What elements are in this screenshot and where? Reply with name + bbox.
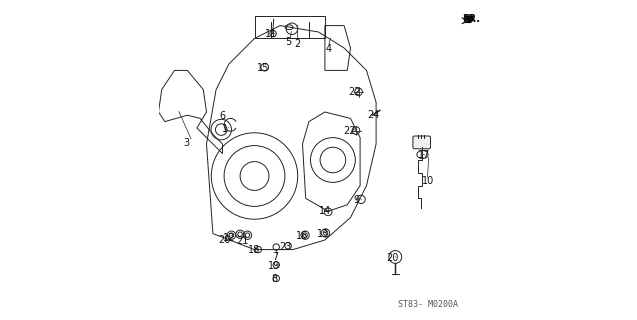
Text: 9: 9	[353, 195, 359, 205]
Text: 13: 13	[317, 229, 329, 239]
Text: 14: 14	[318, 206, 331, 216]
Text: 20: 20	[386, 253, 398, 263]
Text: 3: 3	[183, 138, 190, 148]
Text: 8: 8	[271, 274, 277, 284]
Text: 1: 1	[222, 124, 228, 134]
Text: 2: 2	[294, 39, 301, 49]
Text: 17: 17	[418, 150, 430, 160]
Text: 5: 5	[285, 37, 292, 47]
Text: FR.: FR.	[462, 14, 480, 24]
Text: 6: 6	[219, 111, 225, 122]
Text: 4: 4	[326, 44, 332, 54]
Text: 18: 18	[248, 245, 261, 255]
Text: 10: 10	[422, 176, 434, 187]
Text: 19: 19	[268, 260, 280, 271]
Text: 12: 12	[224, 233, 236, 244]
Text: ST83- M0200A: ST83- M0200A	[399, 300, 459, 309]
Text: 24: 24	[368, 110, 380, 120]
Text: 11: 11	[265, 28, 277, 39]
Text: 16: 16	[296, 231, 308, 241]
Text: 15: 15	[257, 63, 269, 73]
FancyBboxPatch shape	[413, 136, 431, 149]
Text: 7: 7	[272, 252, 278, 262]
Polygon shape	[466, 16, 474, 22]
Text: 22: 22	[348, 87, 361, 97]
Text: 23: 23	[280, 242, 292, 252]
Text: 22: 22	[343, 126, 356, 136]
Text: 20: 20	[218, 235, 231, 245]
Text: 21: 21	[236, 236, 248, 246]
